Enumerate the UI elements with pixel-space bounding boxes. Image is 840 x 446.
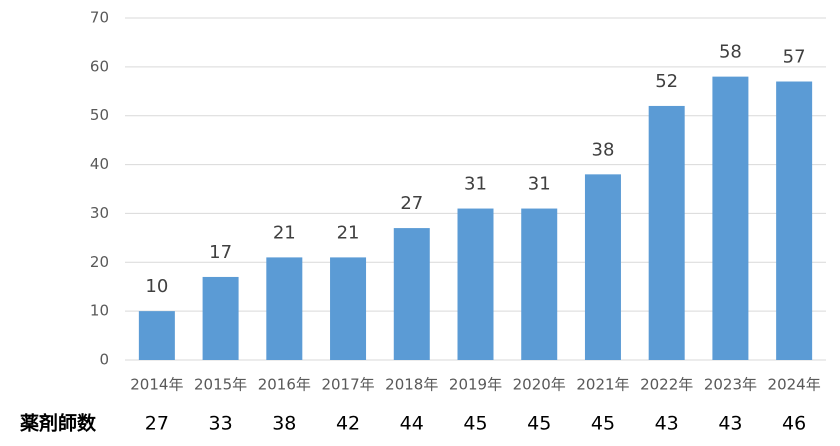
y-tick-label: 50 [90,106,109,124]
y-tick-label: 70 [90,9,109,27]
x-tick-label: 2018年 [385,376,438,394]
value-label: 31 [464,174,487,195]
table-cell: 44 [400,413,424,435]
x-tick-label: 2024年 [768,376,821,394]
x-tick-label: 2020年 [513,376,566,394]
table-cell: 43 [655,413,679,435]
x-tick-label: 2022年 [640,376,693,394]
table-cell: 38 [272,413,296,435]
bar [393,228,430,360]
y-tick-label: 0 [99,351,109,369]
value-label: 10 [145,276,168,297]
bar [584,174,621,360]
bar [330,257,367,360]
value-label: 52 [655,71,678,92]
x-tick-label: 2015年 [194,376,247,394]
value-label: 27 [400,193,423,214]
value-label: 21 [273,222,296,243]
value-label: 57 [783,47,806,68]
y-tick-label: 40 [90,155,109,173]
x-tick-label: 2017年 [321,376,374,394]
table-cell: 33 [208,413,232,435]
table-row-label: 薬剤師数 [19,412,97,435]
bar [521,208,558,360]
table-cell: 27 [145,413,169,435]
bar [266,257,303,360]
bar [712,76,749,360]
table-cell: 45 [591,413,615,435]
value-label: 31 [528,174,551,195]
x-tick-label: 2014年 [130,376,183,394]
bar [776,81,813,360]
bar [202,276,239,360]
y-tick-label: 10 [90,302,109,320]
table-cell: 43 [718,413,742,435]
table-cell: 45 [527,413,551,435]
table-cell: 46 [782,413,806,435]
value-label: 38 [592,139,615,160]
value-label: 58 [719,42,742,63]
bar [457,208,494,360]
bar [138,311,175,360]
table-cell: 45 [463,413,487,435]
x-tick-label: 2021年 [576,376,629,394]
table-cell: 42 [336,413,360,435]
value-label: 21 [337,222,360,243]
bar [648,105,685,360]
y-tick-label: 20 [90,253,109,271]
y-tick-label: 60 [90,57,109,75]
x-tick-label: 2019年 [449,376,502,394]
x-tick-label: 2016年 [258,376,311,394]
value-label: 17 [209,242,232,263]
x-tick-label: 2023年 [704,376,757,394]
y-tick-label: 30 [90,204,109,222]
